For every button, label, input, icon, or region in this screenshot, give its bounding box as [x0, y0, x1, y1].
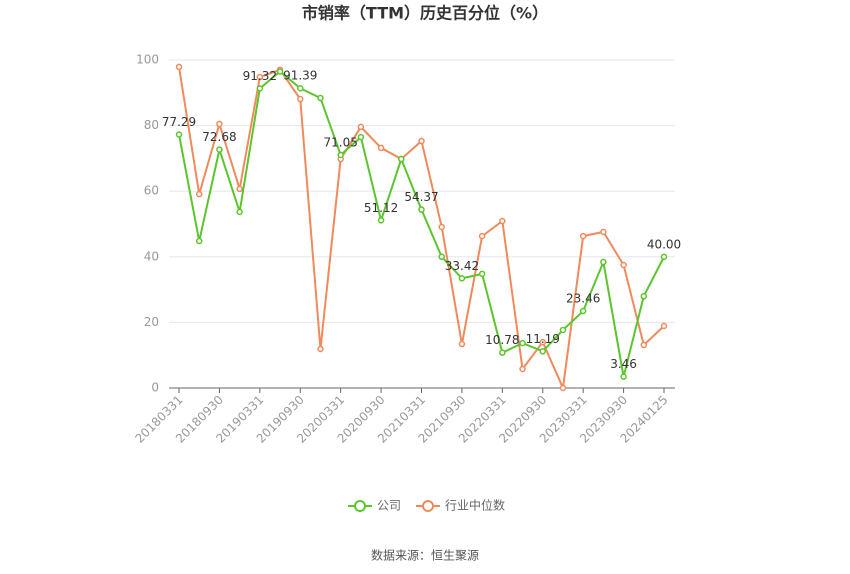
data-label: 72.68	[202, 130, 236, 144]
data-label: 51.12	[364, 201, 398, 215]
y-tick-label: 100	[136, 53, 159, 67]
data-label: 91.32	[243, 69, 277, 83]
point	[458, 275, 466, 282]
point	[579, 307, 587, 315]
point	[236, 208, 243, 216]
data-label: 10.78	[485, 333, 519, 347]
legend-marker	[354, 500, 366, 512]
legend-label: 公司	[377, 499, 401, 513]
point	[418, 137, 425, 145]
point	[297, 84, 304, 92]
point	[438, 253, 445, 261]
chart-title: 市销率（TTM）历史百分位（%）	[302, 4, 548, 23]
point	[317, 94, 324, 102]
data-label: 3.46	[610, 357, 637, 371]
point	[620, 261, 627, 269]
point	[175, 63, 183, 71]
point	[478, 232, 486, 240]
point	[195, 237, 203, 245]
data-label: 33.42	[445, 259, 479, 273]
point	[600, 228, 607, 236]
y-tick-label: 20	[144, 315, 159, 329]
point	[195, 190, 203, 198]
point	[377, 217, 385, 224]
point	[256, 73, 264, 81]
y-tick-label: 40	[144, 249, 159, 263]
point	[175, 131, 183, 138]
point	[559, 384, 567, 392]
point	[236, 185, 243, 193]
point	[458, 340, 466, 348]
point	[539, 338, 546, 346]
point	[640, 292, 648, 300]
y-tick-label: 80	[144, 118, 159, 132]
point	[398, 155, 405, 163]
point	[337, 151, 344, 159]
point	[216, 146, 223, 153]
data-label: 11.19	[526, 332, 560, 346]
point	[256, 85, 264, 92]
point	[317, 345, 324, 353]
point	[519, 365, 526, 373]
legend-label: 行业中位数	[445, 498, 505, 513]
y-tick-label: 60	[144, 184, 159, 198]
point	[600, 258, 607, 266]
data-label: 71.05	[323, 135, 357, 149]
data-label: 23.46	[566, 292, 600, 306]
point	[660, 322, 668, 330]
data-label: 77.29	[162, 115, 196, 129]
point	[357, 133, 365, 141]
y-tick-label: 0	[151, 381, 159, 395]
point	[519, 339, 526, 347]
source-note: 数据来源：恒生聚源	[371, 548, 479, 563]
point	[539, 348, 546, 355]
point	[377, 144, 385, 152]
data-label: 91.39	[283, 69, 317, 83]
point	[499, 217, 506, 225]
point	[640, 341, 648, 349]
point	[499, 349, 506, 356]
point	[438, 223, 445, 231]
point	[620, 373, 627, 380]
point	[559, 326, 567, 334]
point	[216, 120, 223, 128]
data-label: 54.37	[404, 190, 438, 204]
series-line	[178, 66, 665, 392]
point	[357, 123, 365, 131]
point	[478, 270, 486, 278]
data-label: 40.00	[647, 237, 681, 251]
point	[276, 68, 284, 75]
point	[660, 253, 668, 261]
point	[297, 95, 304, 103]
legend-marker	[422, 500, 434, 512]
point	[579, 232, 587, 240]
point	[418, 206, 425, 213]
